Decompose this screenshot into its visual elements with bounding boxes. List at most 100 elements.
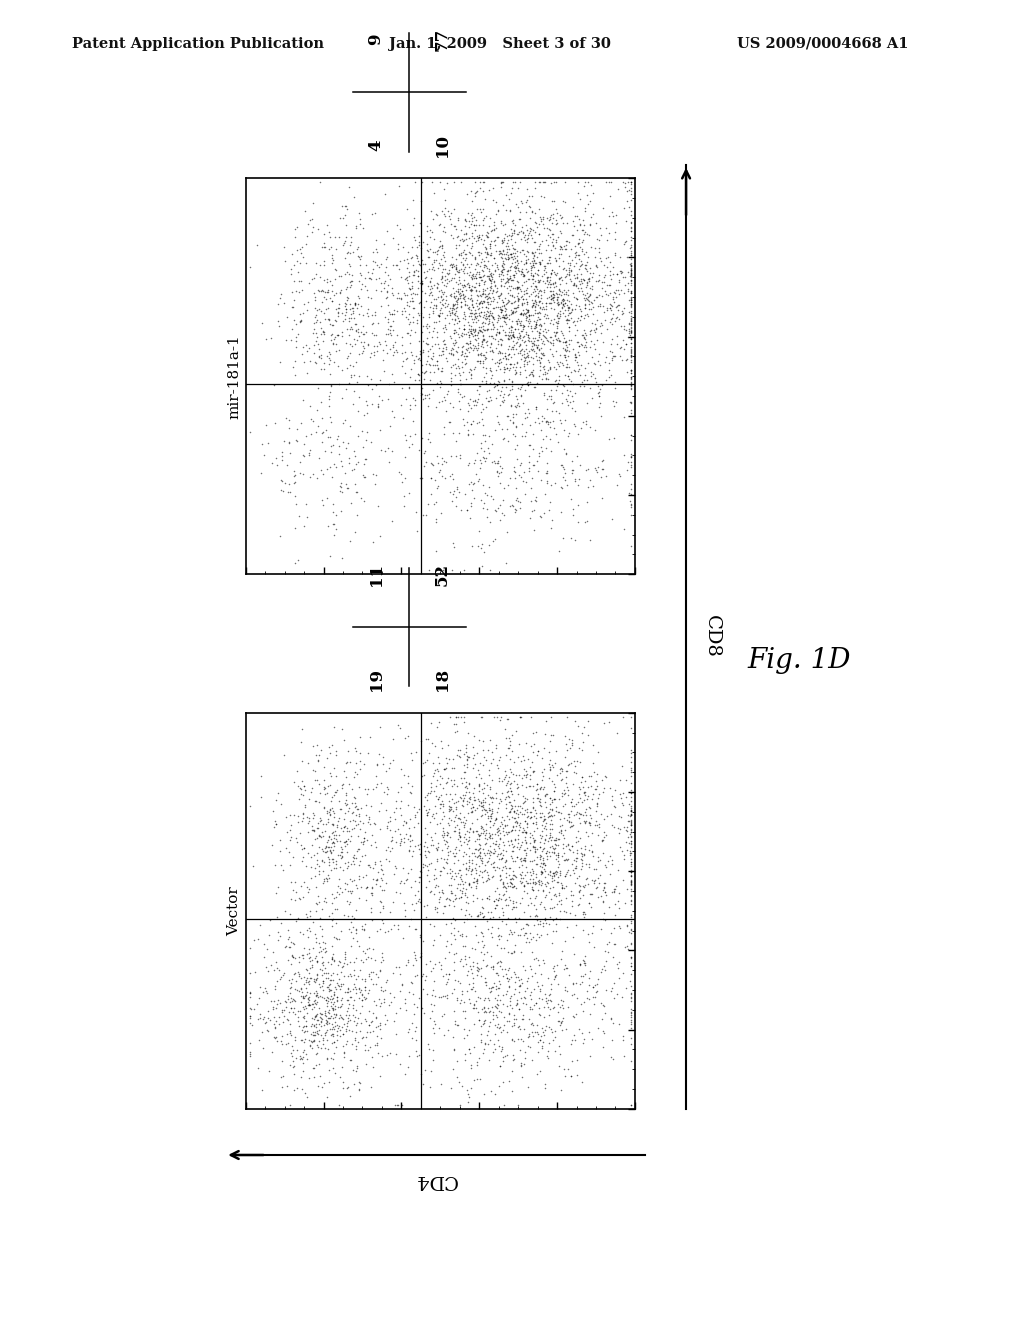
Point [545, 862, 561, 883]
Point [589, 876, 605, 898]
Point [334, 387, 350, 408]
Point [606, 779, 623, 800]
Point [540, 414, 556, 436]
Point [503, 830, 519, 851]
Point [498, 185, 514, 206]
Point [268, 993, 285, 1014]
Point [456, 711, 472, 733]
Point [413, 945, 429, 966]
Point [479, 226, 496, 247]
Point [310, 280, 327, 301]
Point [423, 347, 439, 368]
Point [408, 1040, 424, 1061]
Point [469, 1069, 485, 1090]
Point [514, 293, 530, 314]
Point [332, 207, 348, 228]
Point [532, 338, 549, 359]
Point [495, 292, 511, 313]
Point [490, 310, 507, 331]
Point [331, 298, 347, 319]
Point [483, 787, 500, 808]
Point [531, 350, 548, 371]
Point [518, 372, 535, 393]
Point [571, 879, 588, 900]
Point [623, 236, 639, 257]
Point [426, 294, 442, 315]
Point [522, 801, 539, 822]
Point [464, 235, 480, 256]
Point [287, 226, 303, 247]
Point [382, 902, 398, 923]
Point [461, 874, 477, 895]
Point [355, 919, 372, 940]
Point [514, 345, 530, 366]
Point [476, 346, 493, 367]
Point [300, 994, 316, 1015]
Point [294, 810, 310, 832]
Point [391, 956, 408, 977]
Point [292, 1045, 308, 1067]
Point [542, 313, 558, 334]
Point [516, 1018, 532, 1039]
Point [567, 346, 584, 367]
Point [314, 495, 331, 516]
Point [346, 847, 362, 869]
Point [472, 1068, 488, 1089]
Point [535, 880, 551, 902]
Point [453, 374, 469, 395]
Point [509, 310, 525, 331]
Point [542, 824, 558, 845]
Point [494, 898, 510, 919]
Point [445, 334, 462, 355]
Point [465, 747, 481, 768]
Point [543, 799, 559, 820]
Point [499, 306, 515, 327]
Point [327, 807, 343, 828]
Point [531, 253, 548, 275]
Point [442, 284, 459, 305]
Point [608, 334, 625, 355]
Point [545, 235, 561, 256]
Point [494, 783, 510, 804]
Point [330, 325, 346, 346]
Point [445, 294, 462, 315]
Point [502, 199, 518, 220]
Point [467, 916, 483, 937]
Point [574, 739, 591, 760]
Point [484, 748, 501, 770]
Point [568, 289, 585, 310]
Point [242, 1045, 258, 1067]
Point [474, 321, 490, 342]
Point [285, 297, 301, 318]
Point [318, 842, 335, 863]
Point [519, 327, 536, 348]
Point [337, 409, 353, 430]
Point [465, 998, 481, 1019]
Point [520, 325, 537, 346]
Point [380, 294, 396, 315]
Point [494, 261, 510, 282]
Point [468, 293, 484, 314]
Point [410, 260, 426, 281]
Point [537, 255, 553, 276]
Point [272, 925, 289, 946]
Point [344, 297, 360, 318]
Point [481, 302, 498, 323]
Point [507, 796, 523, 817]
Point [330, 954, 346, 975]
Point [594, 458, 610, 479]
Point [545, 236, 561, 257]
Point [300, 972, 316, 993]
Point [256, 978, 272, 999]
Point [469, 1055, 485, 1076]
Point [436, 424, 453, 445]
Point [364, 432, 380, 453]
Point [394, 814, 411, 836]
Point [484, 326, 501, 347]
Point [302, 781, 318, 803]
Point [471, 825, 487, 846]
Point [536, 334, 552, 355]
Point [508, 499, 524, 520]
Point [609, 958, 626, 979]
Point [428, 838, 444, 859]
